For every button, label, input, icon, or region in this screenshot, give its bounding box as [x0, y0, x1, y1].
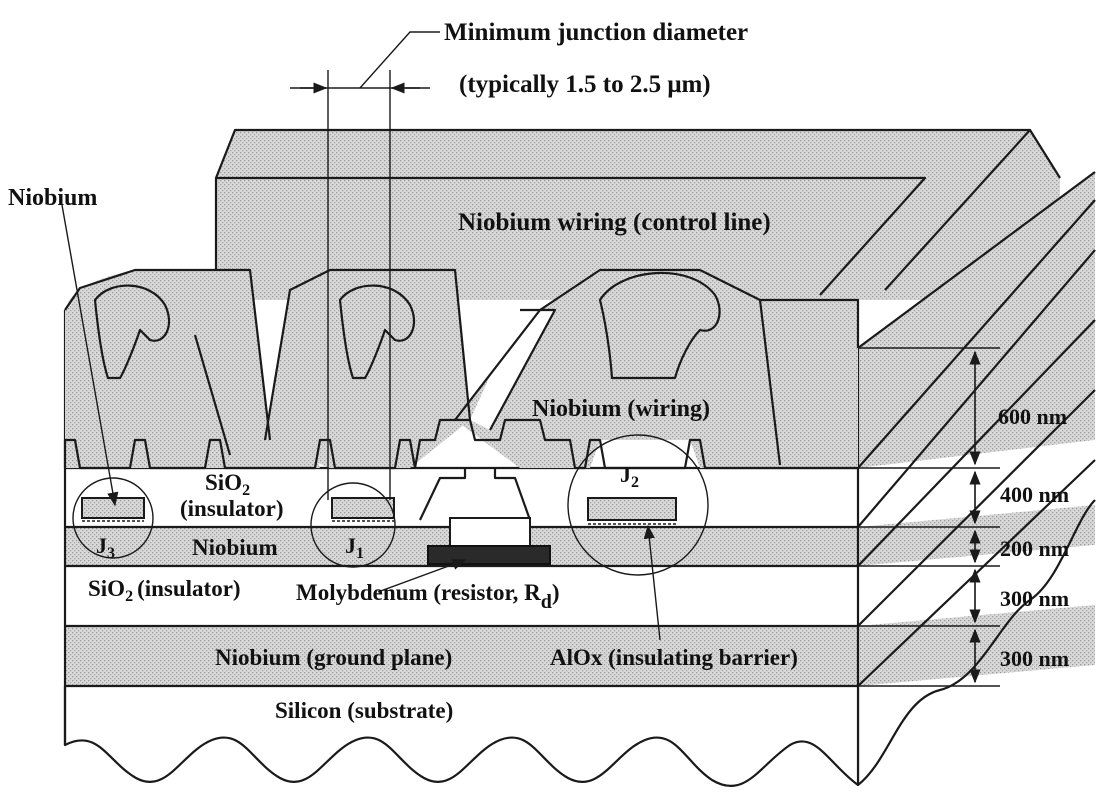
title-line1: Minimum junction diameter: [444, 19, 748, 46]
title-line2: (typically 1.5 to 2.5 μm): [459, 71, 711, 98]
label-sio2-upper: SiO2: [205, 470, 250, 499]
label-sio2-lower: SiO2 (insulator): [88, 576, 241, 605]
label-j3: J3: [96, 533, 115, 562]
label-j1: J1: [345, 533, 364, 562]
junction-j1: [310, 482, 396, 568]
text-labels: Minimum junction diameter (typically 1.5…: [8, 19, 1069, 723]
label-niobium-mid: Niobium: [192, 535, 278, 560]
control-line-block: [214, 128, 1061, 300]
dim-400: 400 nm: [1000, 482, 1069, 507]
junction-j2: [567, 434, 709, 576]
label-silicon: Silicon (substrate): [275, 698, 453, 723]
leader-lines: [61, 204, 661, 641]
dim-300a: 300 nm: [1000, 586, 1069, 611]
label-niobium-wiring-control: Niobium wiring (control line): [458, 209, 771, 236]
diameter-indicator: [290, 31, 440, 500]
junction-j3: [72, 477, 154, 559]
dimension-markers: [858, 347, 1000, 687]
wiring-layer: [63, 268, 860, 521]
dim-600: 600 nm: [998, 404, 1067, 429]
label-sio2-upper-insulator: (insulator): [180, 496, 284, 521]
label-molybdenum: Molybdenum (resistor, Rd): [296, 580, 560, 613]
dim-300b: 300 nm: [1000, 646, 1069, 671]
label-niobium-wiring: Niobium (wiring): [532, 396, 710, 422]
label-j2: J2: [620, 462, 639, 491]
label-alox: AlOx (insulating barrier): [550, 645, 798, 670]
dim-200: 200 nm: [1000, 536, 1069, 561]
label-niobium-top: Niobium: [8, 185, 97, 211]
label-ground-plane: Niobium (ground plane): [215, 645, 452, 670]
